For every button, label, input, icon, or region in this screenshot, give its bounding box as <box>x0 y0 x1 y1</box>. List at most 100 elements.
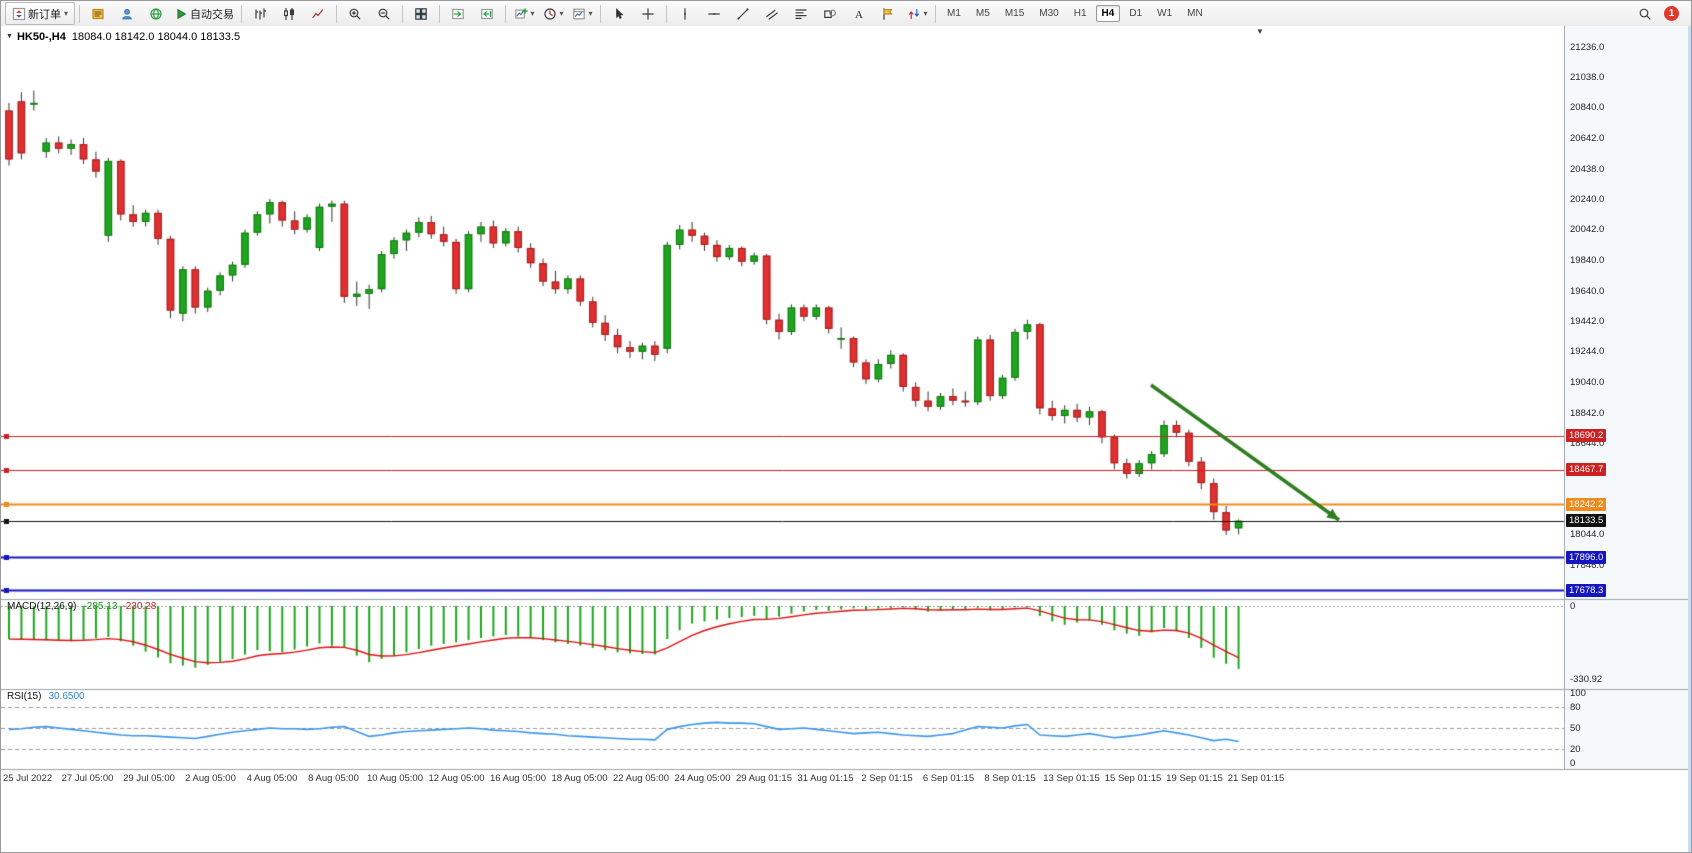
market-depth-button[interactable] <box>84 2 112 25</box>
news-button[interactable] <box>142 2 170 25</box>
clock-icon <box>543 7 557 21</box>
price-axis-tick: 17846.0 <box>1570 559 1605 571</box>
price-line-badge: 18690.2 <box>1566 429 1607 443</box>
notification-badge[interactable]: 1 <box>1664 6 1679 21</box>
news-icon <box>149 7 163 21</box>
text-button[interactable]: A <box>845 2 873 25</box>
price-axis-tick: 19640.0 <box>1570 285 1605 297</box>
timeframe-d1[interactable]: D1 <box>1129 8 1143 19</box>
time-axis-label: 10 Aug 05:00 <box>367 773 423 784</box>
vertical-line-button[interactable] <box>671 2 699 25</box>
rsi-axis-tick: 80 <box>1570 702 1581 713</box>
price-line-badge: 17896.0 <box>1566 550 1607 564</box>
time-axis-label: 18 Aug 05:00 <box>551 773 608 784</box>
zoom-in-icon <box>348 7 362 21</box>
macd-main-value: -285.13 <box>83 601 118 612</box>
arrows-icon <box>907 7 921 21</box>
zoom-in-button[interactable] <box>341 2 369 25</box>
trendline-icon <box>736 7 750 21</box>
text-label-button[interactable] <box>874 2 902 25</box>
dropdown-caret-icon: ▾ <box>530 8 535 18</box>
cursor-button[interactable] <box>605 2 633 25</box>
market-depth-icon <box>91 7 105 21</box>
macd-name: MACD(12,26,9) <box>7 601 77 612</box>
price-axis-tick: 20042.0 <box>1570 224 1605 236</box>
chart-shift-button[interactable] <box>473 2 501 25</box>
timeframe-m30[interactable]: M30 <box>1039 8 1059 19</box>
crosshair-button[interactable] <box>634 2 662 25</box>
tile-windows-icon <box>414 7 428 21</box>
rsi-axis-tick: 20 <box>1570 744 1581 755</box>
rsi-axis-tick: 100 <box>1570 688 1586 699</box>
timeframe-h4[interactable]: H4 <box>1095 5 1121 22</box>
arrows-button[interactable]: ▾ <box>903 2 931 25</box>
timeframe-w1[interactable]: W1 <box>1157 8 1173 19</box>
fibonacci-button[interactable] <box>787 2 815 25</box>
rsi-name: RSI(15) <box>7 691 42 702</box>
toolbar-separator <box>935 4 937 23</box>
autotrading-button[interactable]: 自动交易 <box>171 2 237 25</box>
horizontal-line-button[interactable] <box>700 2 728 25</box>
rsi-axis-tick: 0 <box>1570 758 1576 769</box>
channel-button[interactable] <box>758 2 786 25</box>
bar-chart-button[interactable] <box>246 2 274 25</box>
chart-shift-marker[interactable]: ▼ <box>1256 27 1264 36</box>
community-icon <box>120 7 134 21</box>
line-chart-button[interactable] <box>304 2 332 25</box>
toolbar-separator <box>336 4 338 23</box>
time-axis-label: 15 Sep 01:15 <box>1104 773 1162 784</box>
time-axis-label: 22 Aug 05:00 <box>613 773 669 784</box>
bar-chart-icon <box>253 7 267 21</box>
candlestick-button[interactable] <box>275 2 303 25</box>
search-button[interactable] <box>1631 2 1659 25</box>
templates-icon <box>572 7 586 21</box>
chart-area[interactable]: ▼ HK50-,H4 18084.0 18142.0 18044.0 18133.5… <box>1 26 1691 852</box>
new-order-button[interactable]: 新订单 ▾ <box>5 2 76 25</box>
templates-button[interactable]: ▾ <box>568 2 596 25</box>
candlestick-icon <box>282 7 296 21</box>
timeframe-m15[interactable]: M15 <box>1004 8 1025 19</box>
timeframe-mn[interactable]: MN <box>1187 8 1203 19</box>
line-chart-icon <box>311 7 325 21</box>
chart-canvas[interactable] <box>1 26 1691 852</box>
time-axis-label: 6 Sep 01:15 <box>922 773 975 784</box>
time-axis-label: 27 Jul 05:00 <box>61 773 114 784</box>
time-axis-label: 4 Aug 05:00 <box>246 773 298 784</box>
time-axis-label: 8 Sep 01:15 <box>984 773 1036 784</box>
price-axis-tick: 18644.0 <box>1570 437 1605 449</box>
toolbar-separator <box>79 4 81 23</box>
time-axis-label: 24 Aug 05:00 <box>674 773 731 784</box>
symbol-period-label: HK50-,H4 <box>16 31 66 43</box>
chart-shift-icon <box>480 7 494 21</box>
price-axis-tick: 18842.0 <box>1570 407 1605 419</box>
rsi-label: RSI(15) 30.6500 <box>7 691 85 702</box>
community-button[interactable] <box>113 2 141 25</box>
timeframe-m1[interactable]: M1 <box>947 8 961 19</box>
price-axis-tick: 19040.0 <box>1570 377 1605 389</box>
auto-scroll-button[interactable] <box>444 2 472 25</box>
tile-windows-button[interactable] <box>407 2 435 25</box>
new-chart-button[interactable]: ▾ <box>510 2 538 25</box>
current-price-badge: 18133.5 <box>1566 514 1607 528</box>
collapse-caret-icon[interactable]: ▼ <box>6 33 13 40</box>
macd-label: MACD(12,26,9) -285.13 -230.28 <box>7 601 156 612</box>
new-order-button-label: 新订单 <box>28 8 61 21</box>
timeframe-h1[interactable]: H1 <box>1073 8 1087 19</box>
ohlc-values: 18084.0 18142.0 18044.0 18133.5 <box>71 31 241 43</box>
autotrading-button-label: 自动交易 <box>190 8 235 21</box>
dropdown-caret-icon: ▾ <box>559 8 564 18</box>
price-axis-tick: 19244.0 <box>1570 346 1605 358</box>
shapes-button[interactable] <box>816 2 844 25</box>
price-line-badge: 17678.3 <box>1566 583 1607 597</box>
toolbar-separator <box>241 4 243 23</box>
timeframe-m5[interactable]: M5 <box>975 8 990 19</box>
price-line-badge: 18467.7 <box>1566 463 1607 477</box>
trendline-button[interactable] <box>729 2 757 25</box>
search-icon <box>1638 7 1652 21</box>
time-axis-label: 25 Jul 2022 <box>3 773 53 784</box>
auto-scroll-icon <box>451 7 465 21</box>
periods-button[interactable]: ▾ <box>539 2 567 25</box>
fibonacci-icon <box>794 7 808 21</box>
zoom-out-button[interactable] <box>370 2 398 25</box>
